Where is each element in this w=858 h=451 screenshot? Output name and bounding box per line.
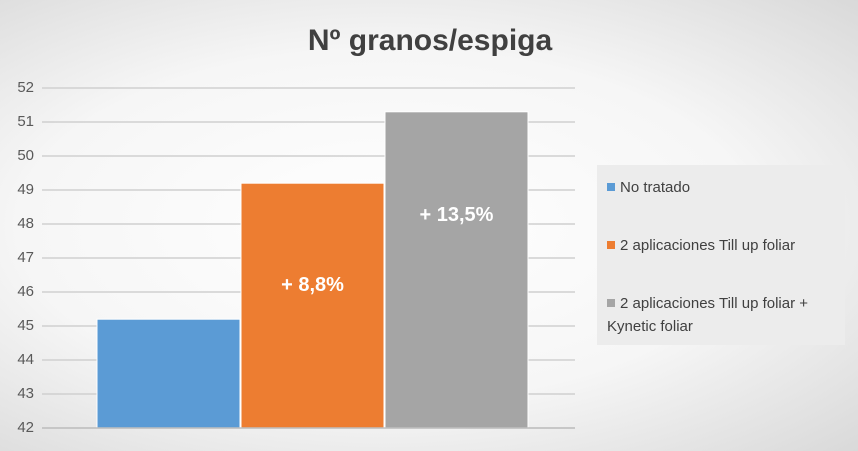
annotation: + 13,5% <box>420 204 494 226</box>
legend-label: 2 aplicaciones Till up foliar + Kynetic … <box>607 295 809 335</box>
legend-swatch <box>607 241 615 249</box>
y-tick-label: 44 <box>17 351 34 368</box>
bar <box>240 182 385 429</box>
legend-swatch <box>607 183 615 191</box>
legend-label: 2 aplicaciones Till up foliar <box>620 237 796 254</box>
annotation: + 8,8% <box>281 274 344 296</box>
legend-item: 2 aplicaciones Till up foliar <box>607 234 839 257</box>
bar <box>384 111 529 429</box>
y-tick-label: 49 <box>17 181 34 198</box>
legend-swatch <box>607 299 615 307</box>
legend: No tratado 2 aplicaciones Till up foliar 2… <box>597 165 845 345</box>
y-tick-label: 47 <box>17 249 34 266</box>
y-tick-label: 42 <box>17 419 34 436</box>
chart-title: Nº granos/espiga <box>308 24 553 57</box>
legend-item: 2 aplicaciones Till up foliar + Kynetic … <box>607 292 839 338</box>
y-tick-label: 48 <box>17 215 34 232</box>
y-tick-label: 45 <box>17 317 34 334</box>
y-tick-label: 43 <box>17 385 34 402</box>
y-tick-label: 50 <box>17 147 34 164</box>
legend-item: No tratado <box>607 176 839 199</box>
y-tick-label: 51 <box>17 113 34 130</box>
legend-label: No tratado <box>620 179 691 196</box>
y-tick-label: 52 <box>17 79 34 96</box>
bar <box>96 318 241 429</box>
y-tick-label: 46 <box>17 283 34 300</box>
